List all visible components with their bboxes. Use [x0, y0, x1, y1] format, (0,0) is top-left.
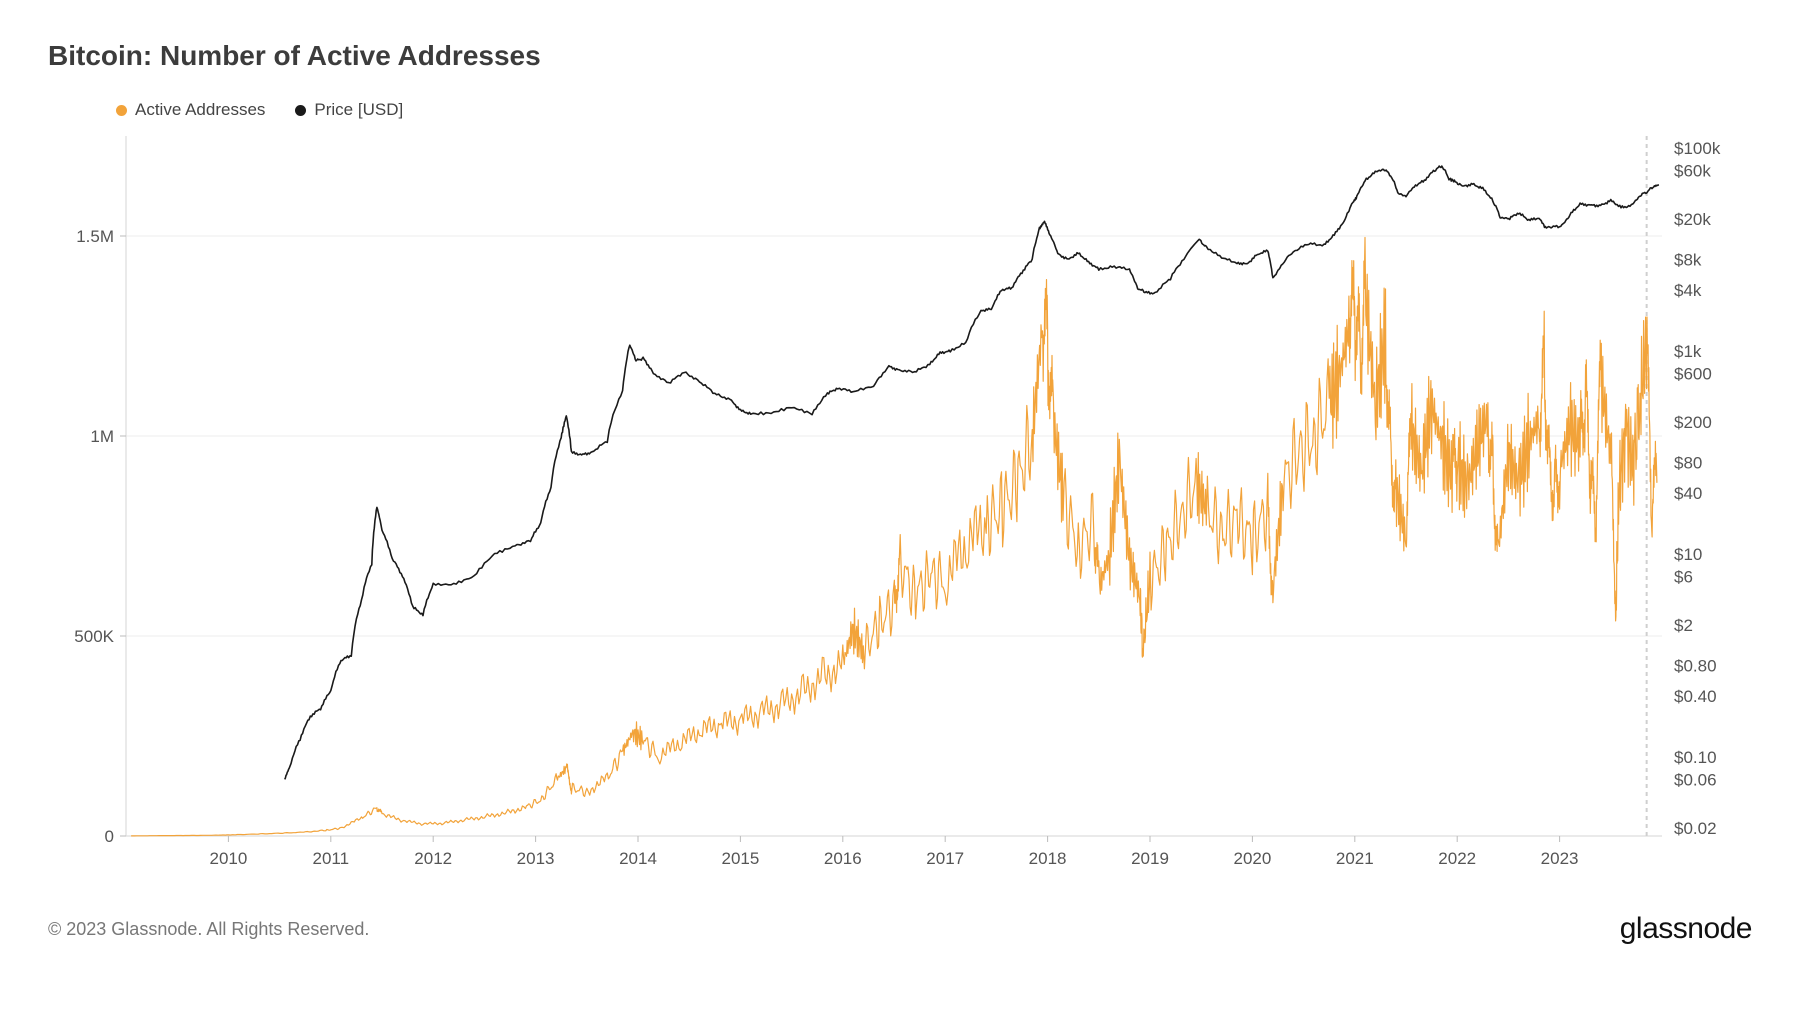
chart-title: Bitcoin: Number of Active Addresses: [48, 40, 1752, 72]
legend-label-2: Price [USD]: [314, 100, 403, 120]
svg-text:$0.80: $0.80: [1674, 656, 1717, 675]
svg-text:2019: 2019: [1131, 849, 1169, 868]
svg-text:$60k: $60k: [1674, 162, 1711, 181]
svg-text:$80: $80: [1674, 453, 1702, 472]
svg-text:$8k: $8k: [1674, 250, 1702, 269]
svg-text:$100k: $100k: [1674, 139, 1721, 158]
svg-text:$0.10: $0.10: [1674, 748, 1717, 767]
svg-text:2012: 2012: [414, 849, 452, 868]
brand-logo: glassnode: [1620, 912, 1752, 946]
svg-text:500K: 500K: [74, 627, 114, 646]
svg-text:2010: 2010: [209, 849, 247, 868]
svg-text:$200: $200: [1674, 413, 1712, 432]
svg-text:$2: $2: [1674, 616, 1693, 635]
svg-text:$40: $40: [1674, 484, 1702, 503]
svg-text:2020: 2020: [1233, 849, 1271, 868]
svg-text:1.5M: 1.5M: [76, 227, 114, 246]
svg-text:$600: $600: [1674, 365, 1712, 384]
svg-text:2013: 2013: [517, 849, 555, 868]
svg-text:2016: 2016: [824, 849, 862, 868]
svg-text:$1k: $1k: [1674, 342, 1702, 361]
svg-text:2022: 2022: [1438, 849, 1476, 868]
legend-item-active-addresses: Active Addresses: [116, 100, 265, 120]
legend-item-price: Price [USD]: [295, 100, 403, 120]
svg-text:2014: 2014: [619, 849, 657, 868]
legend-label-1: Active Addresses: [135, 100, 265, 120]
svg-text:0: 0: [105, 827, 114, 846]
svg-text:2018: 2018: [1029, 849, 1067, 868]
legend: Active Addresses Price [USD]: [116, 100, 1752, 120]
svg-text:$4k: $4k: [1674, 281, 1702, 300]
svg-text:$0.40: $0.40: [1674, 687, 1717, 706]
legend-dot-2: [295, 105, 306, 116]
copyright-text: © 2023 Glassnode. All Rights Reserved.: [48, 919, 369, 940]
svg-text:2023: 2023: [1541, 849, 1579, 868]
svg-text:$6: $6: [1674, 567, 1693, 586]
svg-text:$20k: $20k: [1674, 210, 1711, 229]
chart-canvas: 2010 2011 2012 2013 2014 2015 2016 2017 2018 2019…: [48, 126, 1752, 886]
svg-text:2011: 2011: [313, 849, 350, 868]
svg-text:$0.06: $0.06: [1674, 770, 1717, 789]
svg-text:$10: $10: [1674, 545, 1702, 564]
svg-text:2021: 2021: [1336, 849, 1374, 868]
svg-text:2015: 2015: [721, 849, 759, 868]
legend-dot-1: [116, 105, 127, 116]
svg-text:1M: 1M: [90, 427, 114, 446]
svg-text:2017: 2017: [926, 849, 964, 868]
svg-text:$0.02: $0.02: [1674, 819, 1717, 838]
